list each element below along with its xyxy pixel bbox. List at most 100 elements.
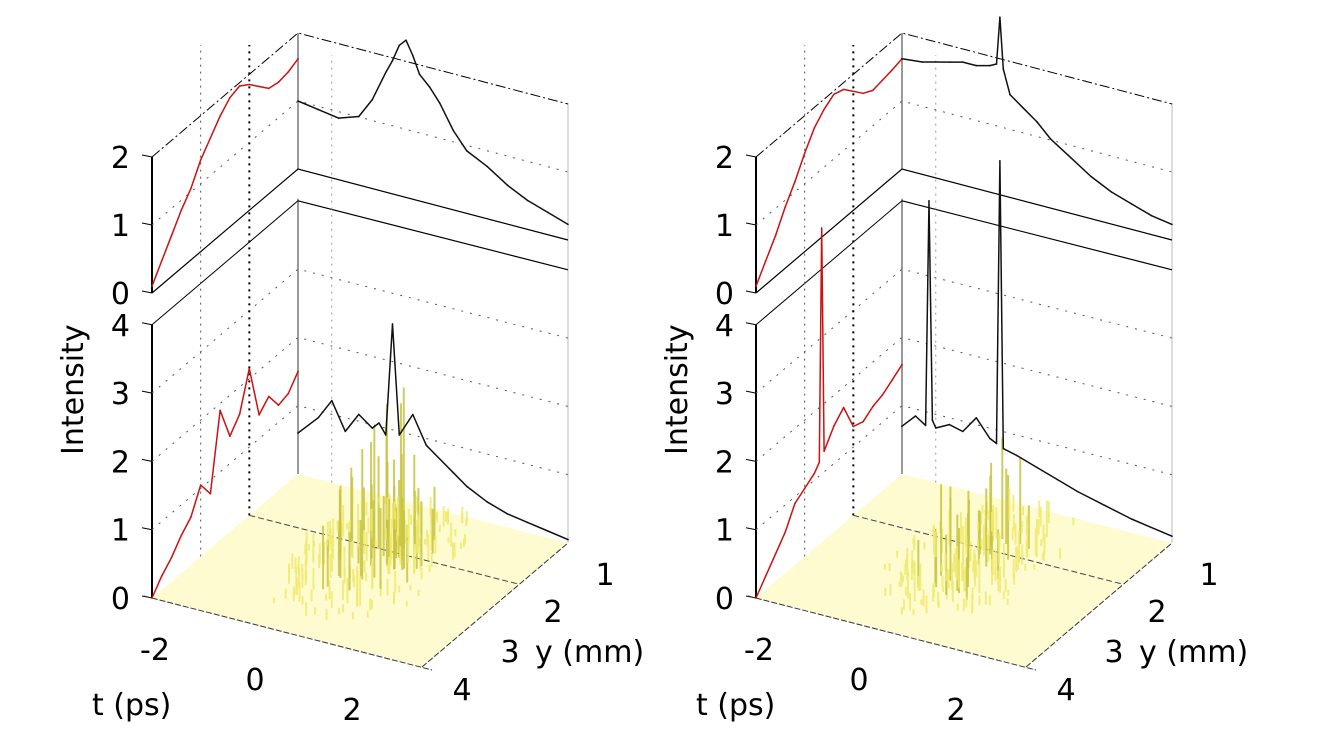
upper-box-top-edge: [755, 32, 1173, 158]
black-projection-upper-point: [385, 71, 387, 74]
red-projection-upper-point: [229, 96, 231, 99]
black-projection-lower-point: [567, 538, 569, 541]
black-projection-lower-point: [931, 419, 934, 422]
black-projection-upper-point: [466, 150, 468, 152]
red-projection-lower-point: [287, 392, 290, 395]
red-projection-lower-point: [842, 406, 845, 409]
red-projection-lower-point: [823, 450, 825, 453]
z-tick-label: 2: [715, 445, 734, 480]
black-projection-upper-point: [418, 73, 421, 76]
red-projection-upper-point: [170, 234, 173, 237]
black-projection-upper-point: [1130, 203, 1133, 205]
red-projection-upper-point: [219, 115, 221, 117]
black-projection-upper-point: [1002, 68, 1005, 70]
black-projection-upper-point: [921, 61, 924, 63]
red-projection-upper-point: [268, 87, 270, 90]
red-projection-upper-point: [160, 260, 163, 262]
black-projection-lower-point: [398, 434, 401, 436]
black-projection-lower-point: [506, 513, 509, 515]
y-tick-label: 4: [452, 673, 471, 708]
black-projection-lower-point: [452, 471, 455, 474]
black-projection-lower-point: [1076, 490, 1079, 493]
z-tick-upper: [745, 290, 757, 294]
z-tick-label: 3: [715, 377, 734, 412]
red-projection-lower-point: [209, 493, 212, 495]
red-projection-lower-point: [248, 367, 251, 370]
y-tick-label: 3: [1104, 635, 1123, 670]
red-projection-lower-point: [180, 534, 182, 537]
black-projection-lower-point: [989, 437, 991, 440]
z-tick: [141, 390, 153, 394]
red-projection-upper-point: [764, 260, 767, 262]
black-projection-lower-point: [526, 521, 529, 524]
black-projection-lower-point: [344, 430, 347, 433]
z-tick-label: 0: [715, 582, 734, 617]
red-projection-upper-point: [872, 89, 874, 92]
red-projection-upper-point: [199, 159, 202, 161]
black-projection-upper-point: [948, 61, 951, 63]
red-projection-upper-point: [287, 71, 290, 73]
red-projection-lower-point: [891, 379, 894, 381]
z-tick-label-upper: 2: [715, 141, 734, 176]
red-projection-upper-point: [755, 285, 757, 288]
red-projection-upper-point: [151, 285, 153, 288]
z-tick-label-upper: 1: [111, 209, 130, 244]
red-projection-upper-point: [881, 79, 884, 81]
black-projection-lower-point: [928, 200, 930, 202]
red-projection-lower-point: [862, 420, 864, 423]
black-projection-lower-point: [999, 160, 1001, 162]
black-projection-lower-point: [425, 444, 428, 447]
black-projection-lower-point: [466, 485, 468, 488]
black-projection-upper-point: [428, 86, 431, 88]
red-projection-upper-point: [852, 90, 855, 93]
black-projection-upper-point: [1171, 223, 1173, 226]
red-projection-upper-point: [258, 85, 260, 88]
black-projection-lower-point: [486, 501, 488, 503]
black-projection-upper: [901, 16, 1173, 226]
red-projection-upper-point: [248, 83, 251, 86]
lower-box-top-left-edge: [755, 200, 903, 326]
z-tick-label: 4: [715, 309, 734, 344]
black-projection-lower-point: [995, 442, 998, 445]
z-axis-label: Intensity: [56, 324, 91, 455]
black-projection-upper-point: [1009, 93, 1011, 96]
grid-line-z: [755, 268, 1173, 394]
upper-box-base-edge: [151, 168, 569, 294]
z-tick-upper: [141, 222, 153, 226]
red-projection-lower-point: [190, 516, 192, 518]
red-projection-lower-point: [170, 556, 173, 559]
black-projection-lower: [901, 160, 1173, 537]
red-projection-lower-point: [755, 597, 757, 599]
black-projection-lower-point: [385, 434, 387, 436]
black-projection-lower-point: [1171, 535, 1173, 537]
black-projection-lower-point: [547, 530, 549, 532]
z-tick: [141, 458, 153, 462]
black-projection-upper-point: [486, 165, 488, 168]
x-axis-line: [143, 595, 433, 671]
black-projection-lower-point: [948, 423, 951, 426]
z-tick-label: 3: [111, 377, 130, 412]
z-tick-label-upper: 2: [111, 141, 130, 176]
z-tick-upper: [745, 154, 757, 158]
black-projection-lower-point: [1103, 504, 1106, 507]
red-projection-lower-point: [151, 597, 153, 599]
red-projection-upper-point: [784, 206, 786, 208]
y-axis-label: y (mm): [1139, 635, 1248, 670]
red-projection-upper-point: [891, 69, 894, 71]
red-projection-upper-point: [803, 152, 806, 154]
grid-line-z-upper: [151, 100, 569, 226]
red-projection-upper-point: [813, 127, 816, 129]
red-projection-lower-point: [813, 472, 816, 475]
z-tick-label: 2: [111, 445, 130, 480]
y-tick-label: 3: [500, 635, 519, 670]
black-projection-lower-point: [962, 430, 964, 433]
black-projection-upper-point: [317, 108, 320, 111]
x-tick-label: 0: [849, 663, 868, 698]
red-projection-lower-point: [277, 404, 280, 407]
red-projection-lower-point: [229, 435, 231, 438]
z-tick: [141, 527, 153, 531]
black-projection-lower-point: [1036, 466, 1038, 469]
black-projection-lower-point: [391, 323, 394, 325]
red-projection-upper-point: [842, 88, 845, 91]
